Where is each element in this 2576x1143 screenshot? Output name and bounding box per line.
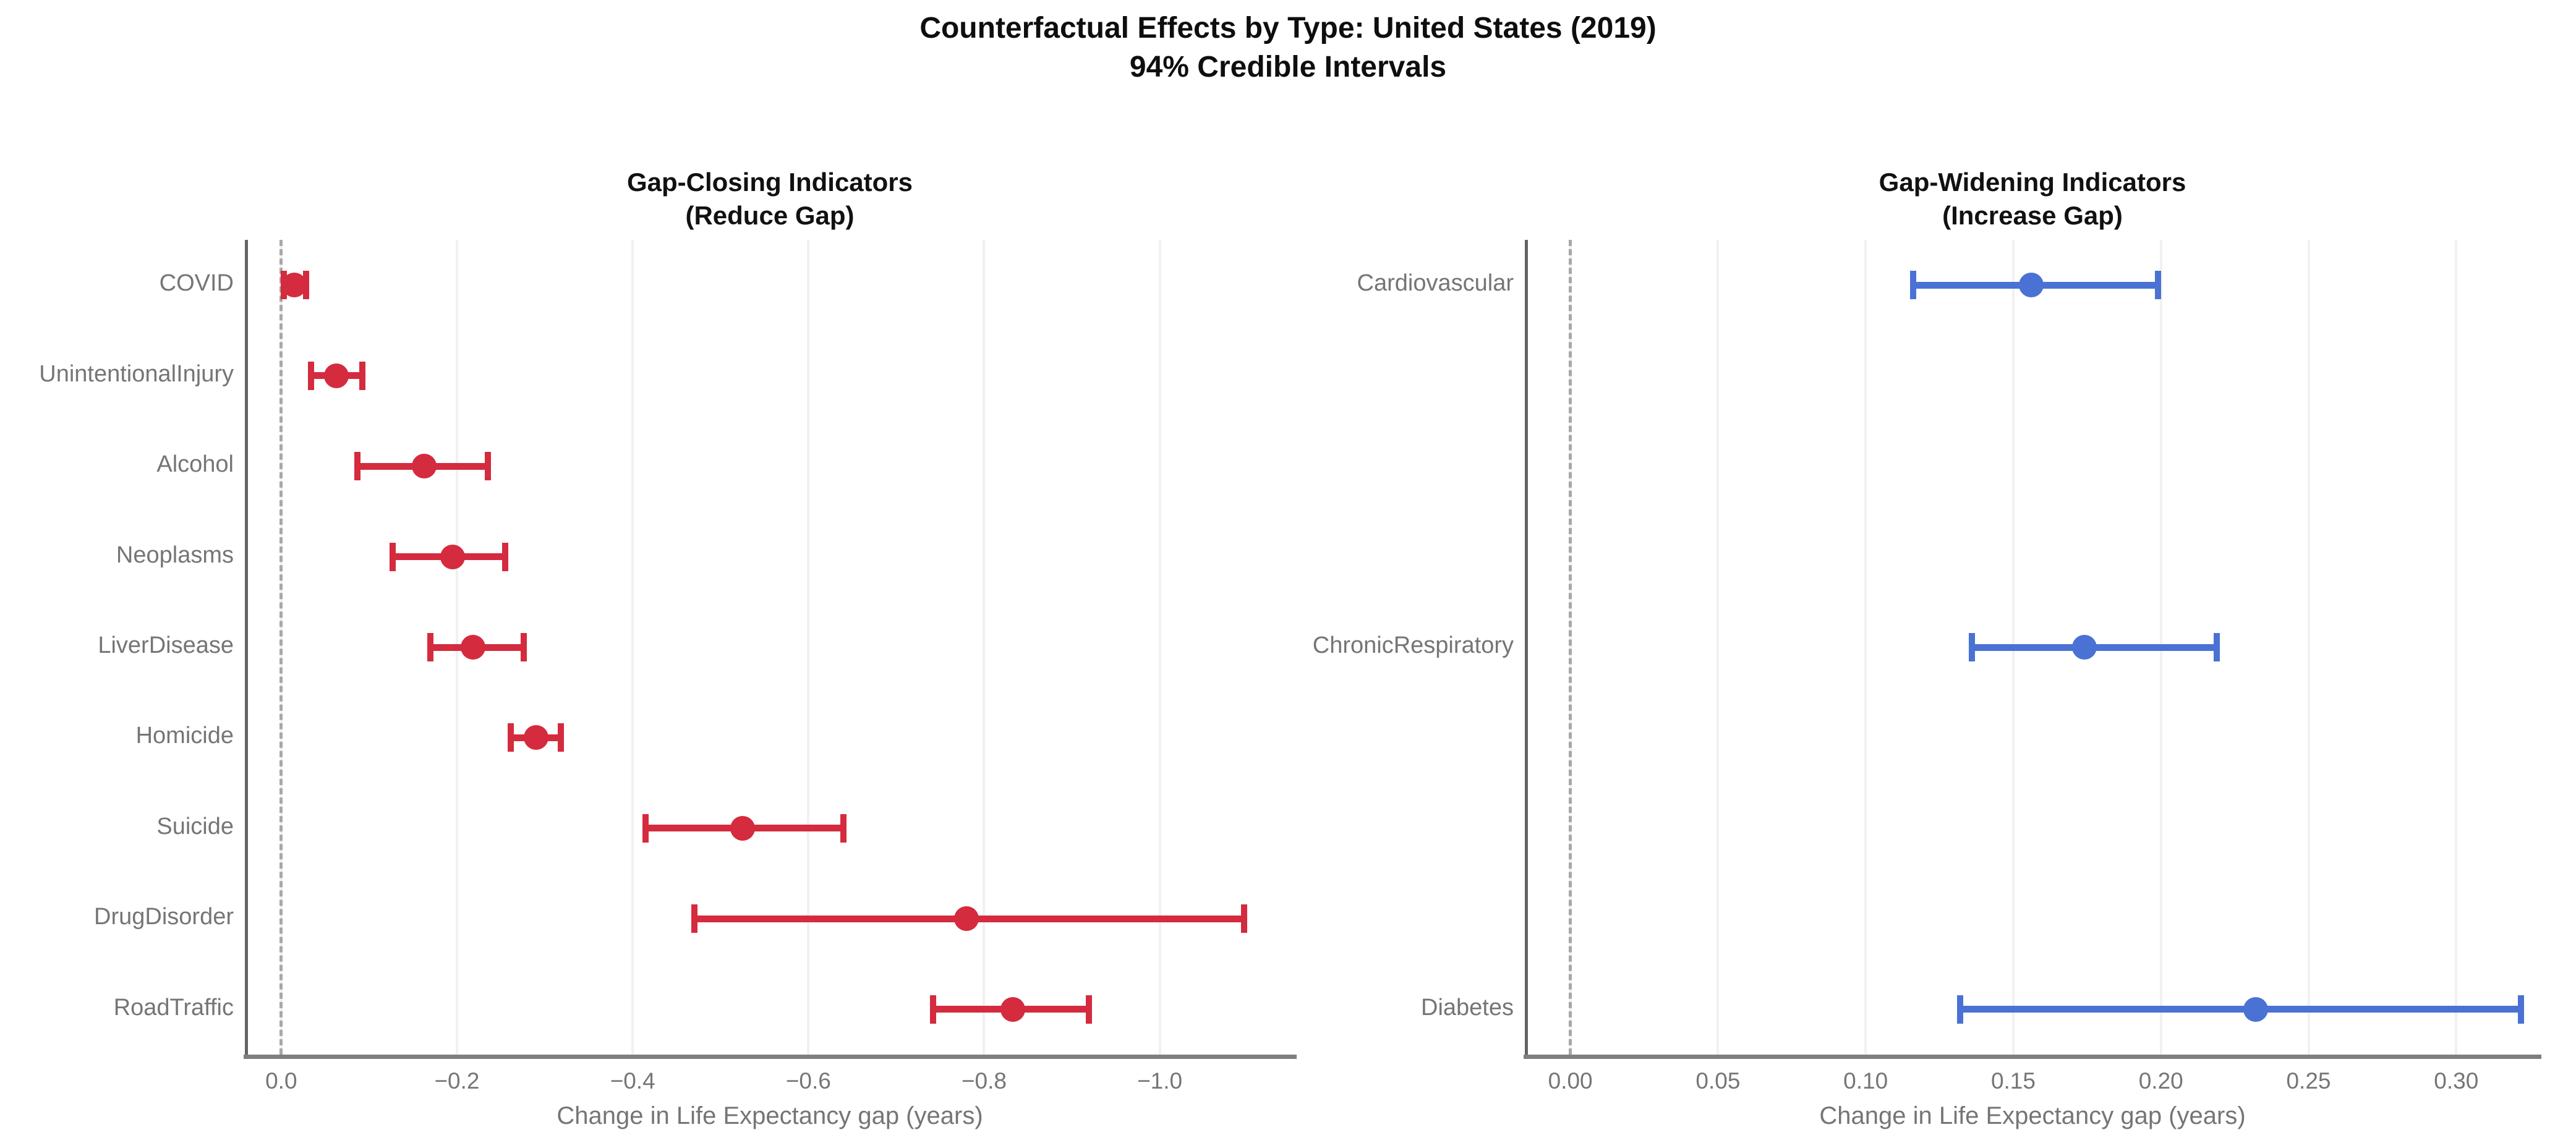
left-mean-dot [412, 454, 437, 479]
figure-title: Counterfactual Effects by Type: United S… [546, 9, 2030, 87]
left-gridline [1158, 240, 1161, 1055]
right-ci-cap [2154, 271, 2161, 300]
right-panel-title: Gap-Widening Indicators (Increase Gap) [1661, 166, 2403, 232]
right-x-tick-label: 0.00 [1548, 1068, 1593, 1094]
left-mean-dot [730, 815, 755, 841]
left-ci-cap [390, 542, 396, 571]
right-ci-cap [2518, 995, 2525, 1024]
left-gridline [807, 240, 810, 1055]
right-panel-title-line1: Gap-Widening Indicators [1879, 168, 2186, 197]
left-mean-dot [324, 363, 349, 388]
left-category-label: Neoplasms [116, 542, 234, 568]
left-ci-cap [691, 904, 697, 933]
left-category-label: COVID [159, 270, 234, 297]
left-mean-dot [282, 273, 307, 298]
right-x-axis-spine [1524, 1055, 2541, 1059]
left-category-label: DrugDisorder [94, 904, 234, 930]
left-category-label: Alcohol [156, 451, 234, 478]
right-panel-title-line2: (Increase Gap) [1942, 200, 2123, 230]
left-y-axis-spine [245, 240, 248, 1056]
left-panel-title-line1: Gap-Closing Indicators [626, 168, 913, 197]
left-ci-cap [1085, 995, 1092, 1024]
right-gridline [1864, 240, 1867, 1055]
right-mean-dot [2071, 635, 2097, 660]
left-ci-cap [359, 361, 365, 390]
right-category-label: Cardiovascular [1357, 270, 1514, 297]
left-gridline [631, 240, 634, 1055]
left-ci-cap [427, 633, 434, 661]
right-category-label: ChronicRespiratory [1312, 632, 1514, 658]
left-x-tick-label: −0.4 [610, 1068, 655, 1094]
left-ci-cap [308, 361, 315, 390]
left-zero-reference-line [279, 240, 283, 1055]
right-ci-cap [1969, 633, 1976, 661]
left-mean-dot [440, 544, 465, 569]
left-ci-cap [840, 814, 847, 843]
left-mean-dot [1000, 996, 1026, 1022]
right-gridline [2455, 240, 2458, 1055]
right-gridline [1717, 240, 1720, 1055]
left-x-tick-label: 0.0 [265, 1068, 297, 1094]
right-x-tick-label: 0.05 [1695, 1068, 1741, 1094]
right-ci-bar [1960, 1006, 2522, 1013]
right-x-tick-label: 0.20 [2138, 1068, 2183, 1094]
right-gridline [2307, 240, 2310, 1055]
left-mean-dot [954, 906, 979, 932]
left-ci-cap [484, 452, 491, 481]
right-category-label: Diabetes [1421, 994, 1514, 1021]
left-category-label: RoadTraffic [113, 994, 234, 1021]
left-gridline [983, 240, 986, 1055]
left-x-tick-label: −0.8 [961, 1068, 1007, 1094]
left-panel-title: Gap-Closing Indicators (Reduce Gap) [399, 166, 1141, 232]
left-ci-cap [354, 452, 361, 481]
right-y-axis-spine [1525, 240, 1528, 1056]
figure-title-line1: Counterfactual Effects by Type: United S… [919, 12, 1657, 45]
right-ci-cap [1957, 995, 1963, 1024]
right-ci-cap [2214, 633, 2220, 661]
left-x-tick-label: −0.2 [434, 1068, 480, 1094]
right-mean-dot [2018, 273, 2044, 298]
right-x-tick-label: 0.30 [2434, 1068, 2479, 1094]
left-mean-dot [460, 635, 485, 660]
left-x-tick-label: −0.6 [785, 1068, 831, 1094]
left-x-axis-spine [244, 1055, 1297, 1059]
left-category-label: Homicide [135, 723, 234, 749]
left-ci-cap [1241, 904, 1247, 933]
left-x-axis-label: Change in Life Expectancy gap (years) [557, 1102, 983, 1129]
left-ci-cap [507, 723, 514, 752]
right-x-tick-label: 0.15 [1990, 1068, 2036, 1094]
left-category-label: LiverDisease [98, 632, 234, 658]
figure-title-line2: 94% Credible Intervals [1129, 51, 1447, 84]
left-ci-cap [642, 814, 649, 843]
left-category-label: UnintentionalInjury [39, 360, 234, 387]
left-panel-title-line2: (Reduce Gap) [685, 200, 855, 230]
left-x-tick-label: −1.0 [1137, 1068, 1183, 1094]
right-mean-dot [2243, 996, 2268, 1022]
left-mean-dot [523, 725, 548, 750]
left-category-label: Suicide [156, 813, 234, 839]
left-ci-cap [557, 723, 564, 752]
right-ci-cap [1909, 271, 1916, 300]
right-zero-reference-line [1569, 240, 1572, 1055]
right-x-tick-label: 0.10 [1843, 1068, 1888, 1094]
right-x-tick-label: 0.25 [2286, 1068, 2331, 1094]
left-ci-cap [930, 995, 937, 1024]
left-ci-cap [502, 542, 509, 571]
right-x-axis-label: Change in Life Expectancy gap (years) [1819, 1102, 2246, 1129]
left-ci-cap [520, 633, 527, 661]
